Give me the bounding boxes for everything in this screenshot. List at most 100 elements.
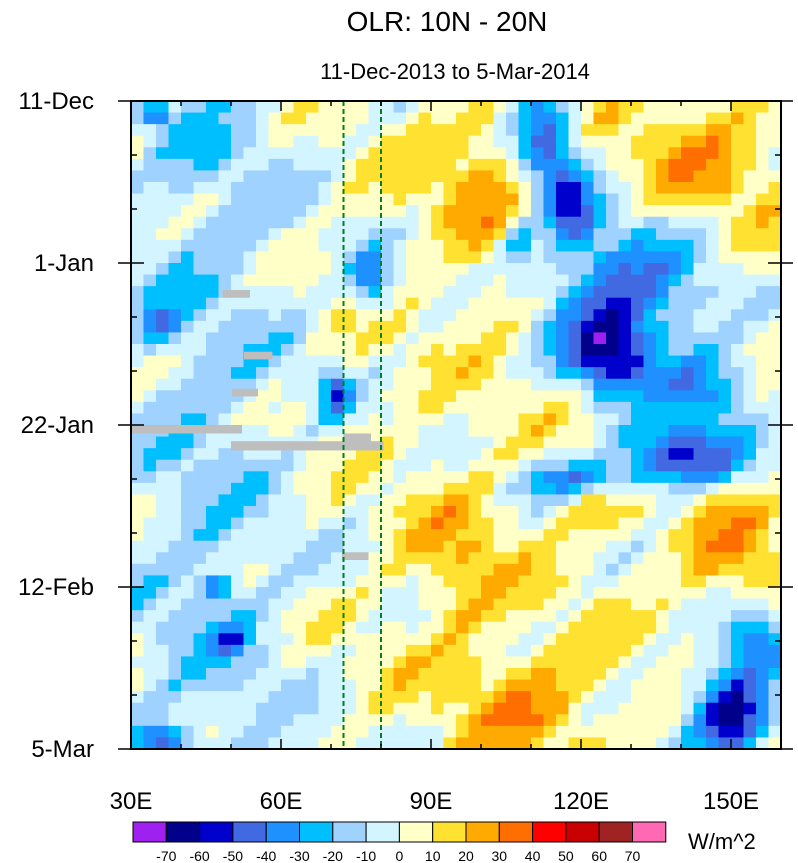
field-cell xyxy=(306,344,320,357)
field-cell xyxy=(656,610,670,623)
field-cell xyxy=(468,274,482,287)
field-cell xyxy=(243,367,257,380)
field-cell xyxy=(381,205,395,218)
field-cell xyxy=(168,517,182,530)
field-cell xyxy=(343,355,357,368)
field-cell xyxy=(368,309,382,322)
field-cell xyxy=(393,644,407,658)
field-cell xyxy=(681,101,695,114)
field-cell xyxy=(531,494,545,507)
field-cell xyxy=(268,401,282,415)
field-cell xyxy=(693,413,707,426)
field-cell xyxy=(218,714,232,727)
field-cell xyxy=(631,413,645,426)
field-cell xyxy=(731,158,745,172)
field-cell xyxy=(718,425,732,438)
field-cell xyxy=(681,286,695,299)
field-cell xyxy=(531,112,545,125)
field-cell xyxy=(293,425,307,438)
field-cell xyxy=(418,575,432,588)
field-cell xyxy=(581,668,595,681)
field-cell xyxy=(556,170,570,183)
field-cell xyxy=(306,575,320,588)
field-cell xyxy=(193,286,207,299)
field-cell xyxy=(656,355,670,368)
field-cell xyxy=(281,344,295,357)
field-cell xyxy=(256,251,270,264)
field-cell xyxy=(181,563,195,577)
field-cell xyxy=(681,124,695,137)
field-cell xyxy=(418,158,432,172)
field-cell xyxy=(381,448,395,461)
field-cell xyxy=(756,691,770,704)
field-cell xyxy=(718,228,732,241)
field-cell xyxy=(418,309,432,322)
field-cell xyxy=(631,633,645,646)
field-cell xyxy=(431,367,445,380)
field-cell xyxy=(718,378,732,391)
field-cell xyxy=(756,135,770,148)
field-cell xyxy=(731,112,745,125)
field-cell xyxy=(631,112,645,125)
field-cell xyxy=(581,610,595,623)
field-cell xyxy=(193,239,207,253)
field-cell xyxy=(243,216,257,229)
field-cell xyxy=(556,101,570,114)
field-cell xyxy=(306,309,320,322)
field-cell xyxy=(531,378,545,391)
field-cell xyxy=(468,147,482,160)
field-cell xyxy=(356,182,370,195)
field-cell xyxy=(431,587,445,600)
field-cell xyxy=(506,471,520,484)
field-cell xyxy=(193,691,207,704)
field-cell xyxy=(481,529,495,542)
field-cell xyxy=(568,263,582,276)
field-cell xyxy=(381,679,395,692)
field-cell xyxy=(218,355,232,368)
field-cell xyxy=(431,575,445,588)
field-cell xyxy=(306,182,320,195)
field-cell xyxy=(743,112,757,125)
field-cell xyxy=(331,482,345,496)
field-cell xyxy=(731,124,745,137)
field-cell xyxy=(468,112,482,125)
field-cell xyxy=(618,621,632,634)
field-cell xyxy=(606,494,620,507)
field-cell xyxy=(331,610,345,623)
field-cell xyxy=(181,297,195,310)
field-cell xyxy=(368,482,382,496)
field-cell xyxy=(281,702,295,715)
field-cell xyxy=(368,702,382,715)
field-cell xyxy=(443,587,457,600)
field-cell xyxy=(206,297,220,310)
field-cell xyxy=(593,540,607,553)
field-cell xyxy=(606,205,620,218)
field-cell xyxy=(268,239,282,253)
field-cell xyxy=(581,598,595,611)
field-cell xyxy=(693,112,707,125)
field-cell xyxy=(456,702,470,715)
field-cell xyxy=(606,239,620,253)
field-cell xyxy=(756,587,770,600)
field-cell xyxy=(243,482,257,496)
field-cell xyxy=(143,205,157,218)
field-cell xyxy=(181,471,195,484)
field-cell xyxy=(681,390,695,403)
field-cell xyxy=(718,633,732,646)
field-cell xyxy=(506,656,520,669)
field-cell xyxy=(168,459,182,472)
field-cell xyxy=(281,355,295,368)
field-cell xyxy=(531,286,545,299)
field-cell xyxy=(443,471,457,484)
field-cell xyxy=(293,587,307,600)
field-cell xyxy=(406,529,420,542)
field-cell xyxy=(731,563,745,577)
field-cell xyxy=(406,332,420,345)
field-cell xyxy=(268,286,282,299)
field-cell xyxy=(493,587,507,600)
field-cell xyxy=(393,205,407,218)
field-cell xyxy=(556,320,570,334)
field-cell xyxy=(181,598,195,611)
field-cell xyxy=(431,193,445,206)
field-cell xyxy=(668,390,682,403)
